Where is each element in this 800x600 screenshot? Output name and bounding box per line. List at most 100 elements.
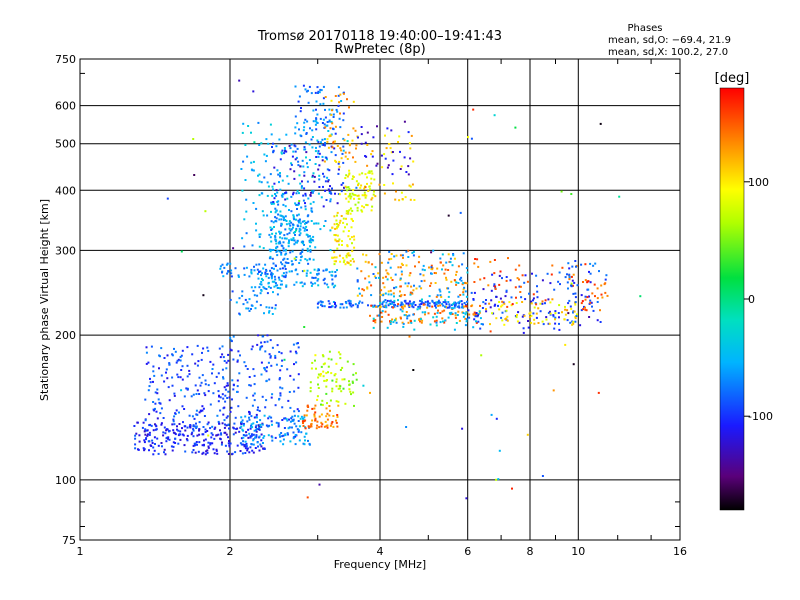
- echo-point: [290, 163, 293, 166]
- echo-point: [288, 391, 291, 393]
- echo-point: [342, 230, 345, 233]
- echo-point: [219, 265, 222, 268]
- echo-point: [336, 415, 339, 418]
- echo-point: [192, 449, 195, 451]
- echo-point: [572, 310, 575, 313]
- echo-point: [145, 346, 148, 349]
- echo-point: [339, 112, 341, 115]
- echo-point: [342, 221, 345, 224]
- echo-point: [273, 226, 275, 228]
- echo-point: [269, 250, 272, 253]
- echo-point: [180, 354, 183, 357]
- echo-point: [152, 429, 155, 432]
- echo-point: [382, 300, 385, 303]
- echo-point: [280, 244, 283, 247]
- echo-point: [298, 439, 301, 442]
- echo-point: [285, 418, 288, 421]
- echo-point: [194, 384, 197, 387]
- echo-point: [518, 264, 521, 267]
- echo-point: [226, 397, 229, 399]
- echo-point: [327, 130, 330, 132]
- echo-point: [341, 240, 343, 243]
- echo-point: [438, 288, 441, 291]
- echo-point: [316, 139, 319, 142]
- echo-point: [198, 411, 201, 414]
- echo-point: [326, 121, 329, 123]
- echo-point: [184, 429, 187, 432]
- echo-point: [179, 359, 182, 362]
- echo-point: [453, 257, 456, 260]
- echo-point: [495, 478, 498, 481]
- echo-point: [315, 427, 318, 430]
- echo-point: [297, 420, 300, 422]
- echo-point: [281, 263, 284, 266]
- echo-point: [179, 433, 182, 436]
- echo-point: [326, 412, 329, 415]
- echo-point: [288, 232, 291, 235]
- echo-point: [270, 229, 273, 231]
- echo-point: [227, 359, 230, 362]
- echo-point: [173, 415, 176, 418]
- echo-point: [346, 175, 349, 178]
- echo-point: [350, 236, 353, 239]
- echo-point: [340, 100, 343, 102]
- echo-point: [501, 300, 504, 303]
- echo-point: [303, 414, 306, 417]
- echo-point: [309, 386, 312, 389]
- echo-point: [505, 279, 508, 282]
- echo-point: [355, 186, 358, 189]
- echo-point: [153, 436, 156, 439]
- echo-point: [226, 262, 229, 265]
- echo-point: [376, 305, 379, 308]
- echo-point: [317, 376, 320, 379]
- echo-point: [269, 255, 272, 258]
- echo-point: [185, 387, 188, 390]
- echo-point: [168, 363, 171, 366]
- echo-point: [339, 369, 342, 371]
- echo-point: [297, 386, 300, 389]
- echo-point: [280, 194, 283, 197]
- echo-point: [218, 395, 220, 398]
- echo-point: [574, 292, 577, 295]
- echo-point: [183, 444, 186, 447]
- echo-point: [293, 390, 296, 393]
- echo-point: [231, 398, 233, 401]
- echo-point: [263, 153, 266, 156]
- echo-point: [290, 228, 293, 231]
- echo-point: [284, 205, 287, 208]
- echo-point: [581, 300, 584, 303]
- echo-point: [318, 186, 321, 188]
- echo-point: [418, 285, 421, 288]
- echo-point: [258, 194, 261, 197]
- echo-point: [158, 401, 161, 404]
- echo-point: [335, 260, 337, 263]
- echo-point: [295, 352, 298, 355]
- echo-point: [321, 423, 324, 426]
- echo-point: [304, 208, 307, 211]
- echo-point: [537, 307, 540, 310]
- echo-point: [133, 425, 136, 427]
- echo-point: [386, 166, 389, 169]
- echo-point: [465, 497, 468, 500]
- echo-point: [317, 301, 320, 304]
- echo-point: [412, 254, 415, 257]
- echo-point: [349, 254, 352, 257]
- echo-point: [312, 201, 315, 204]
- echo-point: [345, 306, 348, 309]
- echo-point: [188, 373, 191, 376]
- echo-point: [322, 118, 325, 121]
- echo-point: [337, 104, 340, 107]
- echo-point: [310, 241, 313, 244]
- echo-point: [413, 301, 416, 304]
- echo-point: [450, 280, 453, 283]
- echo-point: [209, 403, 212, 406]
- echo-point: [411, 292, 414, 295]
- echo-point: [246, 449, 249, 452]
- echo-point: [534, 302, 537, 305]
- echo-point: [316, 306, 319, 309]
- echo-point: [290, 417, 293, 420]
- echo-point: [306, 259, 309, 262]
- echo-point: [233, 427, 235, 430]
- echo-point: [465, 267, 468, 270]
- echo-point: [479, 304, 481, 307]
